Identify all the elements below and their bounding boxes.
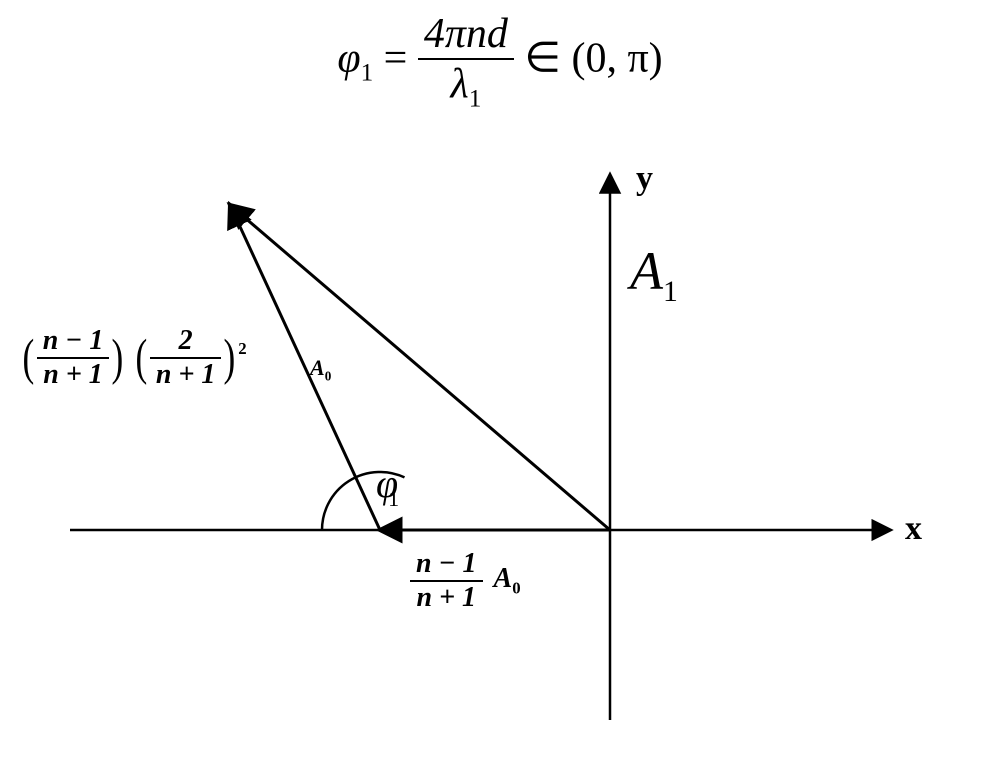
coefficient-label: ( n − 1 n + 1 ) ( 2 n + 1 )2: [20, 325, 247, 391]
phi-angle-label: φ1: [376, 460, 399, 512]
y-axis-label: y: [636, 160, 653, 198]
bottom-coeff-label: n − 1 n + 1 A0: [410, 548, 521, 614]
x-axis-label: x: [905, 510, 922, 548]
a1-label: A1: [630, 240, 678, 309]
diagram-canvas: φ1 = 4πnd λ1 ∈ (0, π) y x: [0, 0, 1000, 758]
a0-small-label: A0: [310, 355, 331, 384]
vector-resultant: [230, 205, 610, 530]
vector-up: [230, 205, 380, 530]
